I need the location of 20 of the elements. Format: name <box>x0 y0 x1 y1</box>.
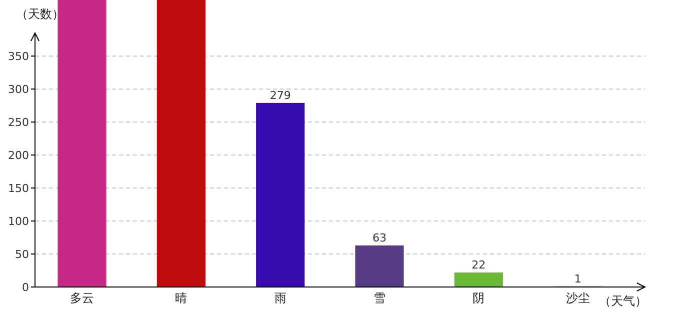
data-label: 63 <box>372 231 386 244</box>
x-tick-label: 雪 <box>374 291 386 305</box>
x-tick-label: 阴 <box>472 291 485 305</box>
x-tick-label: 雨 <box>274 291 286 305</box>
y-tick-label: 150 <box>8 182 29 196</box>
x-tick-label: 晴 <box>175 291 188 305</box>
data-label: 22 <box>472 258 486 272</box>
data-label: 1 <box>574 272 582 286</box>
x-tick-label: 沙尘 <box>566 291 590 305</box>
y-tick-label: 250 <box>8 116 29 130</box>
y-tick-label: 50 <box>15 248 29 262</box>
y-tick-label: 350 <box>8 50 29 64</box>
data-label: 279 <box>270 88 291 102</box>
y-tick-label: 300 <box>8 83 29 96</box>
y-tick-label: 100 <box>8 215 29 228</box>
x-axis-title: （天气） <box>599 294 647 308</box>
y-tick-label: 0 <box>22 281 29 294</box>
y-tick-label: 200 <box>8 149 29 162</box>
x-tick-label: 多云 <box>70 291 94 305</box>
y-axis-title: （天数） <box>16 7 64 21</box>
